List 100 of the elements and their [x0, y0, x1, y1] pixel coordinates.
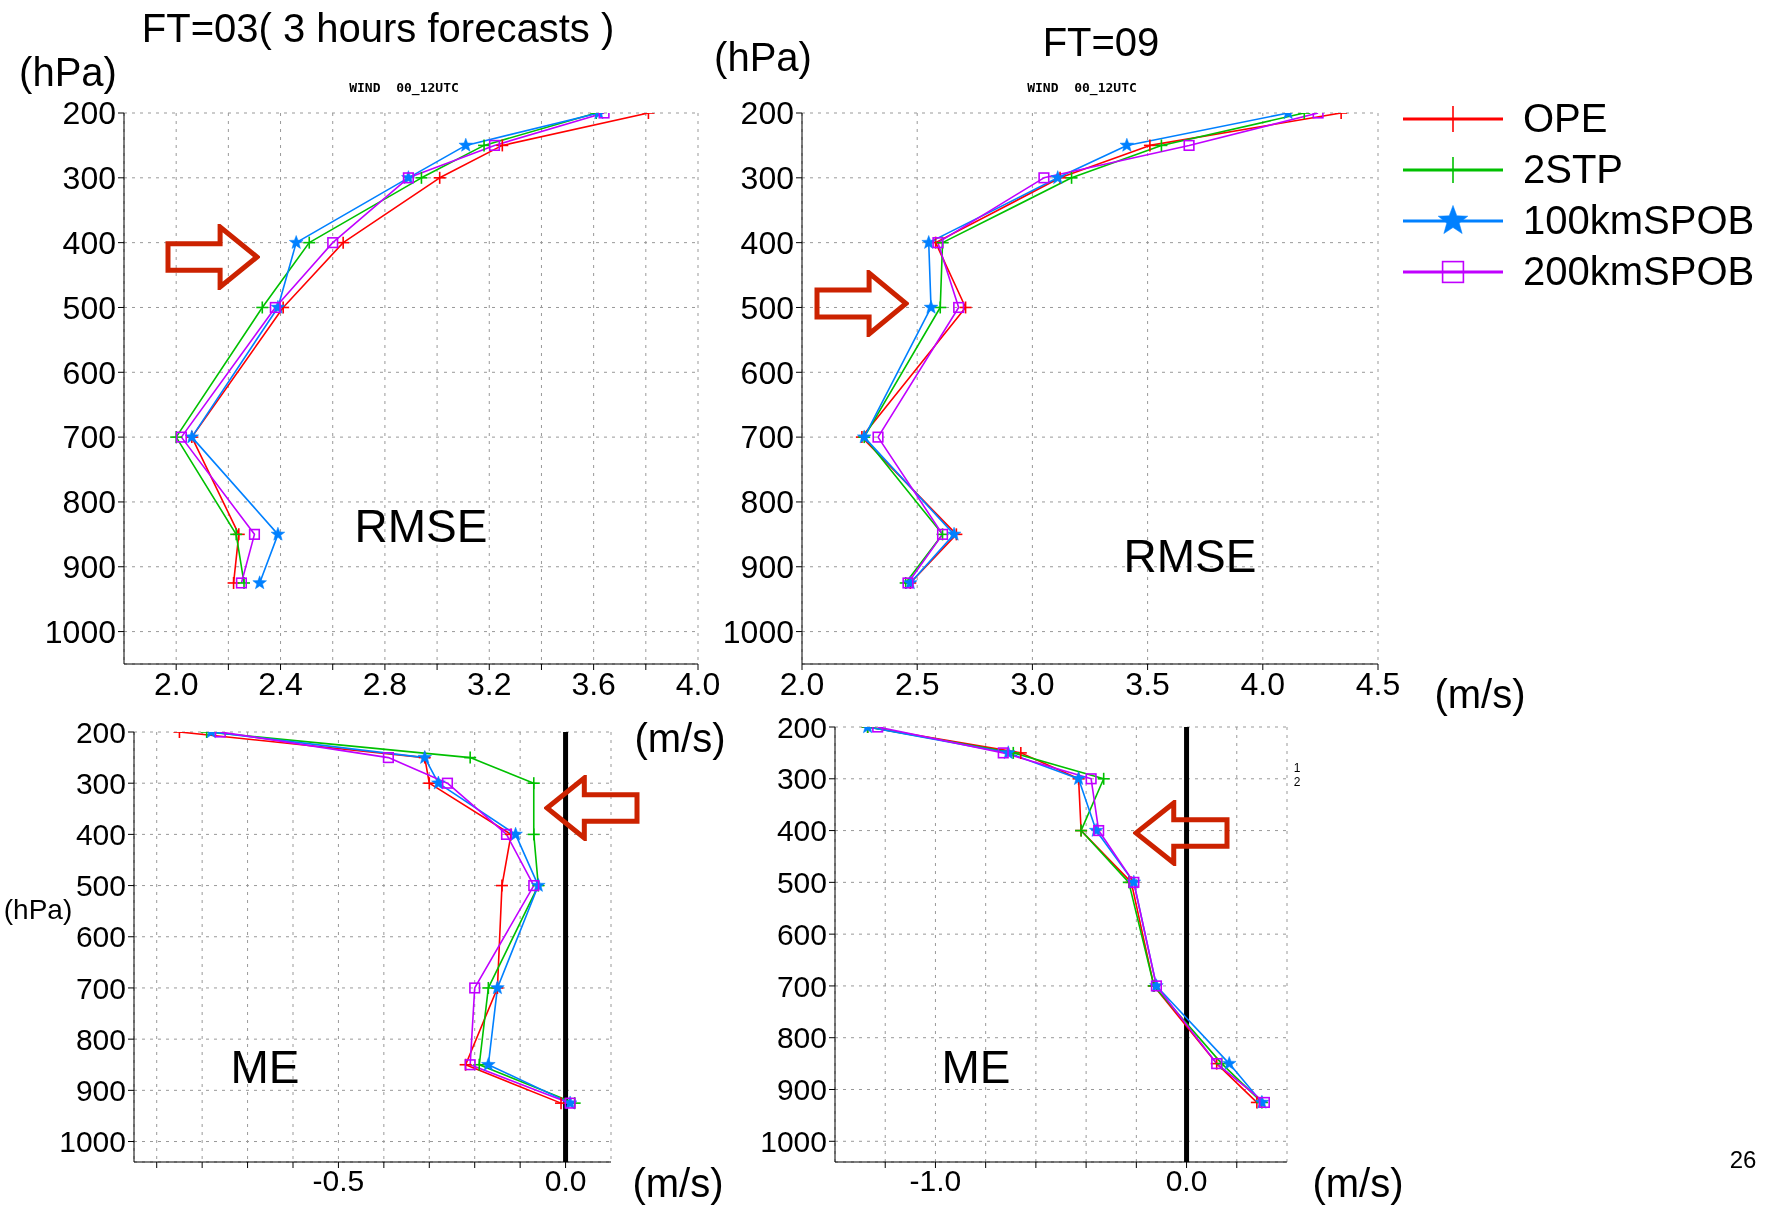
- point: [270, 526, 286, 541]
- y-tick-label: 600: [75, 920, 126, 954]
- x-tick-label: 2.0: [153, 665, 199, 702]
- x-tick-label: 4.0: [1240, 665, 1286, 702]
- point: [1119, 137, 1134, 152]
- y-tick-label: 800: [62, 484, 116, 521]
- y-tick-label: 500: [75, 869, 126, 903]
- y-tick-label: 900: [62, 549, 116, 586]
- y-tick-label: 800: [776, 1021, 827, 1055]
- x-tick-label: 0.0: [1165, 1164, 1208, 1198]
- y-axis-title: (hPa): [3, 894, 73, 926]
- x-tick-label: 2.0: [779, 665, 825, 702]
- y-tick-label: 800: [740, 484, 794, 521]
- text: 2: [1293, 775, 1301, 789]
- chart-subtitle: WIND 00_12UTC: [1027, 79, 1137, 95]
- point: [252, 575, 267, 590]
- x-tick-label: 3.5: [1125, 665, 1170, 702]
- point: [997, 747, 1009, 759]
- point: [872, 431, 884, 443]
- y-tick-label: 500: [776, 866, 827, 900]
- point: [508, 826, 523, 841]
- y-tick-label: 300: [75, 766, 126, 800]
- point: [488, 139, 501, 152]
- y-tick-label: 1000: [760, 1124, 827, 1158]
- x-tick-label: 2.8: [362, 665, 408, 702]
- x-tick-label: -0.5: [312, 1164, 365, 1198]
- y-tick-label: 200: [776, 710, 827, 744]
- chart-title: FT=09: [1042, 19, 1160, 65]
- x-axis-title: (m/s): [634, 715, 726, 761]
- chart-subtitle: WIND 00_12UTC: [349, 79, 459, 95]
- point: [953, 301, 965, 314]
- point: [431, 775, 446, 790]
- x-tick-label: 2.5: [894, 665, 940, 702]
- chart-title: FT=03( 3 hours forecasts ): [141, 5, 615, 51]
- y-tick-label: 200: [75, 715, 126, 749]
- y-tick-label: 600: [776, 917, 827, 951]
- point: [932, 237, 944, 249]
- y-tick-label: 700: [62, 419, 116, 456]
- y-axis-title: (hPa): [714, 34, 812, 80]
- x-tick-label: 4.5: [1355, 665, 1401, 702]
- x-axis-title: (m/s): [1434, 671, 1526, 717]
- y-tick-label: 600: [62, 354, 116, 391]
- legend-label: 200kmSPOB: [1523, 248, 1755, 295]
- legend-label: 100kmSPOB: [1523, 197, 1755, 244]
- point: [469, 982, 481, 994]
- y-tick-label: 1000: [44, 613, 116, 650]
- point: [382, 752, 394, 764]
- y-tick-label: 900: [75, 1073, 126, 1107]
- y-tick-label: 1000: [59, 1125, 126, 1159]
- point: [1038, 172, 1050, 184]
- point: [1085, 773, 1097, 785]
- text: 26: [1729, 1146, 1757, 1174]
- point: [923, 300, 939, 314]
- y-tick-label: 1000: [722, 613, 794, 650]
- y-tick-label: 400: [62, 225, 116, 262]
- x-tick-label: 3.6: [571, 665, 616, 702]
- point: [464, 1059, 476, 1071]
- x-tick-label: 2.4: [258, 665, 303, 702]
- text: 1: [1293, 761, 1301, 775]
- y-tick-label: 400: [75, 818, 126, 852]
- point: [1222, 1056, 1237, 1070]
- annotation: ME: [941, 1040, 1011, 1094]
- annotation: ME: [230, 1040, 300, 1094]
- y-tick-label: 200: [740, 95, 794, 132]
- y-tick-label: 500: [62, 289, 116, 326]
- point: [1183, 139, 1195, 152]
- y-tick-label: 800: [75, 1022, 126, 1056]
- y-tick-label: 300: [62, 160, 116, 197]
- x-axis-title: (m/s): [632, 1160, 724, 1206]
- legend-label: 2STP: [1523, 146, 1624, 193]
- legend-label: OPE: [1523, 95, 1608, 142]
- point: [921, 235, 936, 249]
- y-tick-label: 700: [75, 971, 126, 1005]
- y-tick-label: 900: [740, 549, 794, 586]
- y-tick-label: 700: [740, 419, 794, 456]
- y-tick-label: 200: [62, 95, 116, 132]
- x-tick-label: 3.0: [1010, 665, 1055, 702]
- point: [289, 235, 304, 249]
- x-tick-label: 4.0: [675, 665, 721, 702]
- point: [481, 1057, 496, 1071]
- annotation: RMSE: [1123, 529, 1257, 583]
- point: [500, 828, 513, 840]
- point: [248, 528, 261, 540]
- annotation: RMSE: [354, 499, 488, 553]
- y-axis-title: (hPa): [19, 49, 117, 95]
- y-tick-label: 400: [740, 225, 794, 262]
- point: [175, 431, 187, 443]
- y-tick-label: 600: [740, 354, 794, 391]
- y-tick-label: 900: [776, 1073, 827, 1107]
- x-tick-label: 3.2: [467, 665, 512, 702]
- point: [327, 237, 339, 249]
- point: [458, 137, 473, 152]
- y-tick-label: 400: [776, 814, 827, 848]
- x-tick-label: -1.0: [909, 1164, 962, 1198]
- y-tick-label: 300: [776, 762, 827, 796]
- y-tick-label: 700: [776, 969, 827, 1003]
- y-tick-label: 500: [740, 289, 794, 326]
- x-axis-title: (m/s): [1312, 1160, 1404, 1206]
- point: [441, 777, 454, 789]
- y-tick-label: 300: [740, 160, 794, 197]
